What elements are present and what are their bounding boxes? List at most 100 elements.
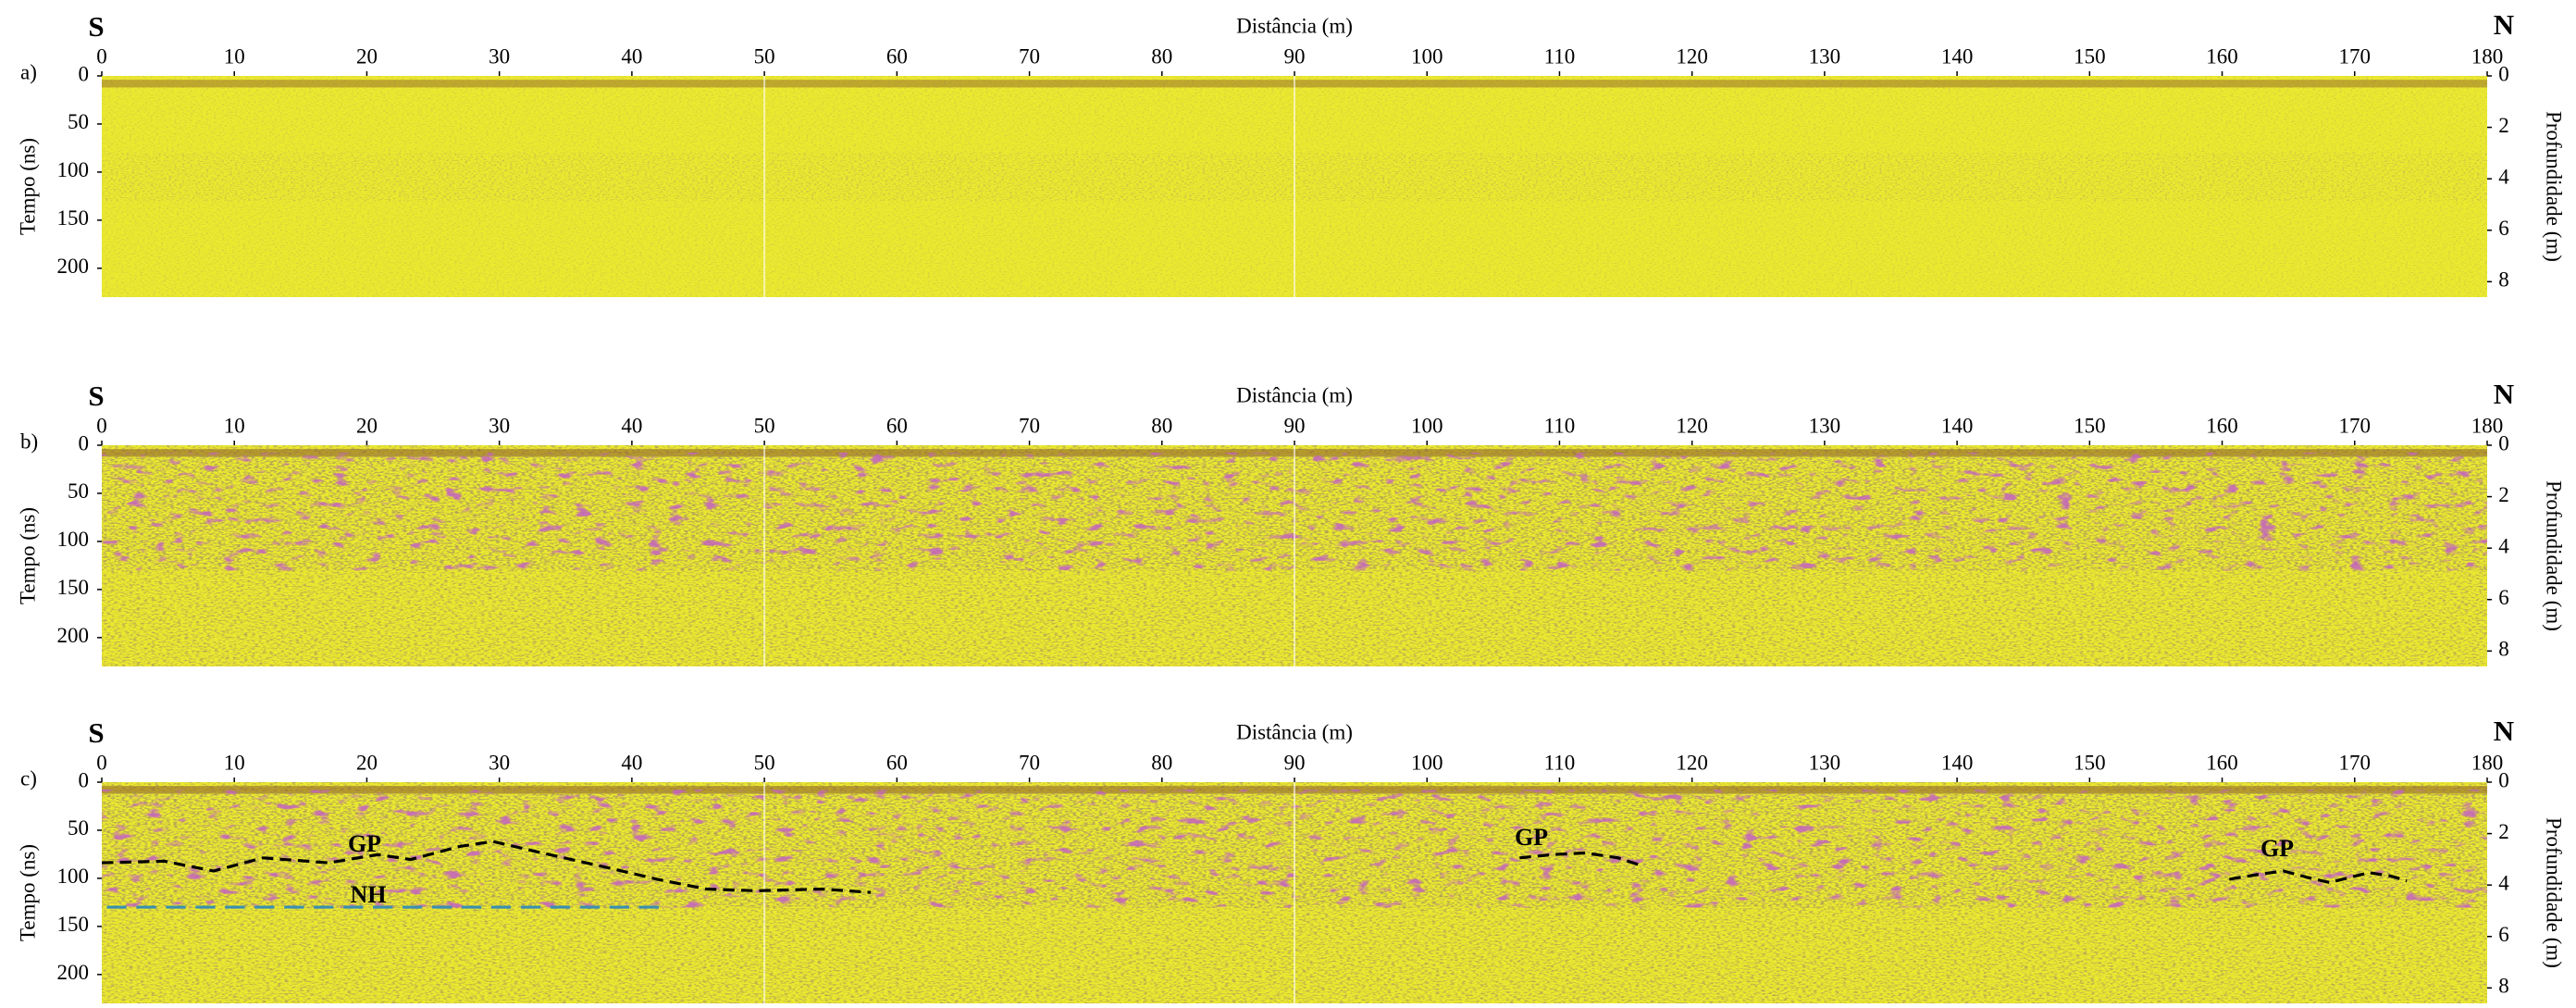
x-tick-label: 0 <box>96 44 107 68</box>
y2-tick-label: 6 <box>2498 586 2509 609</box>
x-tick-label: 140 <box>1941 44 1974 68</box>
x-tick-label: 70 <box>1019 414 1040 437</box>
y-tick-label: 200 <box>57 624 90 647</box>
end-label: N <box>2494 715 2514 747</box>
y2-tick-label: 0 <box>2498 431 2509 454</box>
y2-tick-label: 4 <box>2498 165 2509 188</box>
y-tick-label: 100 <box>57 528 90 551</box>
annotation: GP <box>1515 824 1548 851</box>
y-tick-label: 50 <box>68 816 89 840</box>
x-tick-label: 110 <box>1544 44 1576 68</box>
x-tick-label: 60 <box>886 414 908 437</box>
x-axis-label: Distância (m) <box>1236 720 1353 743</box>
y2-axis-label: Profundidade (m) <box>2543 111 2566 262</box>
x-tick-label: 180 <box>2471 751 2504 774</box>
x-tick-label: 0 <box>96 414 107 437</box>
radargram-image <box>102 782 2487 1003</box>
y-tick-label: 100 <box>57 865 90 888</box>
x-tick-label: 150 <box>2074 414 2106 437</box>
y2-tick-label: 2 <box>2498 114 2509 137</box>
x-tick-label: 40 <box>621 44 642 68</box>
x-tick-label: 70 <box>1019 44 1040 68</box>
x-tick-label: 80 <box>1151 751 1172 774</box>
end-label: S <box>88 380 104 412</box>
x-tick-label: 160 <box>2206 44 2238 68</box>
gp-line <box>102 840 872 894</box>
x-tick-label: 170 <box>2339 751 2372 774</box>
x-tick-label: 130 <box>1809 44 1841 68</box>
x-tick-label: 10 <box>224 751 245 774</box>
y-tick-label: 0 <box>79 431 90 454</box>
y2-tick-label: 0 <box>2498 62 2509 85</box>
x-tick-label: 20 <box>356 44 378 68</box>
x-tick-label: 80 <box>1151 44 1172 68</box>
x-tick-label: 60 <box>886 751 908 774</box>
x-tick-label: 50 <box>754 44 775 68</box>
y2-tick-label: 8 <box>2498 268 2509 292</box>
annotation: GP <box>2260 835 2294 862</box>
x-tick-label: 120 <box>1676 414 1708 437</box>
annotation: NH <box>351 881 387 908</box>
y2-axis-label: Profundidade (m) <box>2543 817 2566 968</box>
x-tick-label: 10 <box>224 44 245 68</box>
x-tick-label: 140 <box>1941 414 1974 437</box>
y-tick-label: 150 <box>57 206 90 230</box>
y2-tick-label: 4 <box>2498 534 2509 557</box>
x-tick-label: 100 <box>1411 414 1443 437</box>
y2-tick-label: 2 <box>2498 820 2509 843</box>
x-axis-label: Distância (m) <box>1236 383 1353 406</box>
gp-line <box>2229 869 2408 885</box>
x-tick-label: 10 <box>224 414 245 437</box>
x-tick-label: 170 <box>2339 44 2372 68</box>
x-tick-label: 20 <box>356 414 378 437</box>
y-tick-label: 200 <box>57 255 90 278</box>
y2-tick-label: 6 <box>2498 217 2509 240</box>
x-tick-label: 110 <box>1544 414 1576 437</box>
x-tick-label: 30 <box>489 751 510 774</box>
x-tick-label: 40 <box>621 414 642 437</box>
x-tick-label: 40 <box>621 751 642 774</box>
panel-label: b) <box>20 429 38 453</box>
x-tick-label: 90 <box>1284 751 1306 774</box>
y-tick-label: 0 <box>79 62 90 85</box>
y2-tick-label: 8 <box>2498 975 2509 998</box>
end-label: S <box>88 716 104 749</box>
x-tick-label: 180 <box>2471 44 2504 68</box>
x-tick-label: 100 <box>1411 751 1443 774</box>
end-label: N <box>2494 378 2514 410</box>
x-tick-label: 160 <box>2206 414 2238 437</box>
x-tick-label: 170 <box>2339 414 2372 437</box>
y-tick-label: 150 <box>57 913 90 936</box>
y-tick-label: 50 <box>68 110 89 133</box>
x-tick-label: 70 <box>1019 751 1040 774</box>
radargram-image <box>102 76 2487 297</box>
y2-tick-label: 6 <box>2498 923 2509 946</box>
x-tick-label: 150 <box>2074 751 2106 774</box>
end-label: N <box>2494 8 2514 41</box>
y2-tick-label: 8 <box>2498 638 2509 661</box>
x-tick-label: 80 <box>1151 414 1172 437</box>
y2-axis-label: Profundidade (m) <box>2543 480 2566 631</box>
y2-tick-label: 4 <box>2498 871 2509 894</box>
panel-label: a) <box>20 60 37 83</box>
y-tick-label: 0 <box>79 768 90 791</box>
y-tick-label: 50 <box>68 479 89 503</box>
x-tick-label: 160 <box>2206 751 2238 774</box>
y-axis-label: Tempo (ns) <box>16 507 39 604</box>
y2-tick-label: 0 <box>2498 768 2509 791</box>
radargram-image <box>102 445 2487 666</box>
x-tick-label: 180 <box>2471 414 2504 437</box>
x-tick-label: 50 <box>754 751 775 774</box>
y-tick-label: 150 <box>57 576 90 599</box>
y-tick-label: 100 <box>57 158 90 181</box>
x-axis-label: Distância (m) <box>1236 14 1353 37</box>
x-tick-label: 120 <box>1676 44 1708 68</box>
y-axis-label: Tempo (ns) <box>16 844 39 941</box>
x-tick-label: 140 <box>1941 751 1974 774</box>
x-tick-label: 60 <box>886 44 908 68</box>
x-tick-label: 30 <box>489 414 510 437</box>
end-label: S <box>88 10 104 43</box>
x-tick-label: 130 <box>1809 751 1841 774</box>
